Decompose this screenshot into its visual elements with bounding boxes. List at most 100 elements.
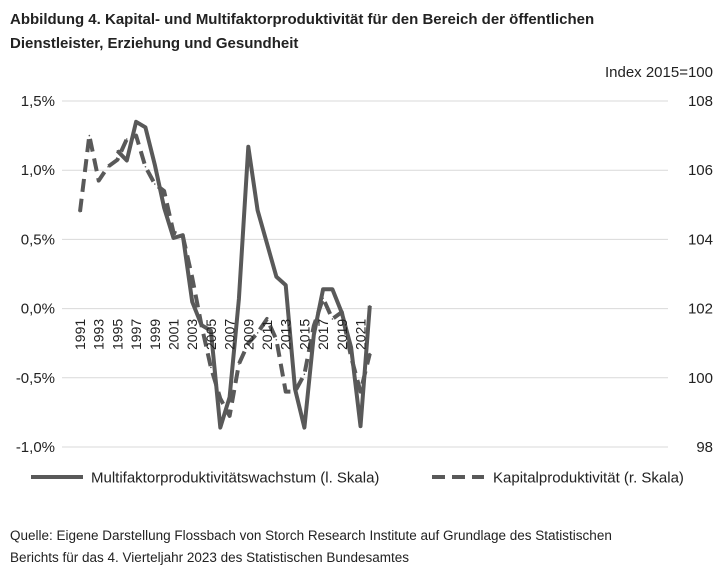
right-tick-label: 102	[688, 301, 713, 318]
x-tick-label: 2001	[166, 319, 182, 350]
data-point-kapital	[107, 165, 109, 168]
source-line-2: Berichts für das 4. Vierteljahr 2023 des…	[10, 550, 409, 565]
data-point-kapital	[79, 210, 81, 213]
left-tick-label: -0,5%	[16, 370, 55, 387]
data-point-multifaktor	[256, 209, 259, 212]
source-note: Quelle: Eigene Darstellung Flossbach von…	[10, 525, 710, 569]
data-point-kapital	[284, 390, 287, 393]
data-point-multifaktor	[210, 329, 212, 332]
data-point-kapital	[219, 397, 222, 400]
data-point-multifaktor	[154, 163, 156, 166]
data-point-kapital	[303, 373, 306, 376]
right-tick-label: 108	[688, 93, 713, 110]
series-line-multifaktorproduktivitaet	[115, 119, 372, 430]
data-point-kapital	[154, 183, 156, 185]
right-tick-label: 100	[688, 370, 713, 387]
x-tick-label: 2005	[203, 319, 219, 350]
data-point-kapital	[266, 318, 268, 320]
data-point-multifaktor	[116, 150, 119, 152]
data-point-kapital	[172, 231, 175, 234]
data-point-kapital	[163, 190, 165, 192]
data-point-kapital	[322, 297, 324, 300]
chart-title-line-1: Abbildung 4. Kapital- und Multifaktorpro…	[10, 11, 595, 28]
data-point-multifaktor	[369, 305, 371, 307]
data-point-kapital	[350, 356, 352, 358]
x-tick-label: 2009	[240, 319, 256, 350]
x-tick-label: 2007	[222, 319, 238, 350]
x-tick-label: 2017	[315, 319, 331, 350]
data-point-multifaktor	[303, 426, 306, 429]
gridlines	[62, 100, 668, 448]
data-point-kapital	[369, 352, 371, 355]
data-point-kapital	[144, 165, 147, 168]
x-tick-label: 1999	[147, 319, 163, 350]
x-axis-tick-labels: 1991 1993 1995 1997 1999 2001 2003 2005 2007 2009…	[72, 319, 369, 350]
data-point-kapital	[275, 338, 278, 341]
chart-title-line-2: Dienstleister, Erziehung und Gesundheit	[10, 35, 299, 52]
data-point-kapital	[331, 318, 334, 320]
data-point-multifaktor	[331, 288, 334, 291]
series-lines	[78, 119, 372, 430]
x-tick-label: 2013	[278, 319, 294, 350]
left-tick-label: 0,0%	[21, 301, 55, 318]
data-point-multifaktor	[284, 284, 287, 286]
data-point-kapital	[182, 235, 184, 237]
x-tick-label: 2003	[184, 319, 200, 350]
data-point-multifaktor	[125, 159, 128, 162]
data-point-kapital	[238, 363, 240, 365]
legend-label-kapital: Kapitalproduktivität (r. Skala)	[493, 470, 684, 487]
data-point-kapital	[125, 138, 128, 140]
left-tick-label: 0,5%	[21, 231, 55, 248]
data-point-kapital	[247, 342, 250, 345]
data-point-multifaktor	[266, 242, 268, 245]
x-tick-label: 2015	[296, 319, 312, 350]
right-tick-label: 104	[688, 231, 713, 248]
data-point-kapital	[312, 325, 315, 327]
data-point-kapital	[116, 159, 119, 161]
data-point-multifaktor	[359, 425, 362, 428]
data-point-kapital	[88, 134, 91, 137]
data-point-kapital	[228, 415, 231, 417]
x-tick-label: 1997	[128, 319, 144, 350]
series-line-kapitalproduktivitaet	[78, 133, 372, 418]
x-tick-label: 1991	[72, 319, 88, 350]
data-point-multifaktor	[191, 300, 193, 303]
right-tick-label: 106	[688, 162, 713, 179]
data-point-kapital	[294, 390, 296, 393]
data-point-kapital	[341, 311, 343, 313]
data-point-multifaktor	[228, 396, 231, 398]
left-tick-label: -1,0%	[16, 439, 55, 456]
data-point-multifaktor	[275, 275, 278, 278]
x-tick-label: 1993	[91, 319, 107, 350]
right-y-axis: Index 2015=100 98 100 102 104 106 108	[605, 64, 713, 456]
x-tick-label: 1995	[109, 319, 125, 350]
data-point-multifaktor	[238, 298, 240, 300]
data-point-kapital	[200, 325, 203, 327]
data-point-kapital	[359, 390, 362, 393]
data-point-multifaktor	[135, 120, 137, 123]
data-point-multifaktor	[144, 126, 147, 129]
right-tick-label: 98	[696, 439, 713, 456]
data-point-kapital	[191, 276, 193, 279]
x-tick-label: 2021	[353, 319, 369, 350]
data-point-multifaktor	[322, 288, 324, 291]
data-point-multifaktor	[172, 237, 175, 239]
x-tick-label: 2011	[259, 320, 275, 350]
data-point-kapital	[210, 366, 212, 369]
source-line-1: Quelle: Eigene Darstellung Flossbach von…	[10, 528, 612, 543]
left-tick-label: 1,5%	[21, 93, 55, 110]
data-point-multifaktor	[163, 206, 165, 209]
legend: Multifaktorproduktivitätswachstum (l. Sk…	[31, 470, 684, 487]
chart-title: Abbildung 4. Kapital- und Multifaktorpro…	[10, 8, 710, 56]
x-tick-label: 2019	[334, 319, 350, 350]
data-point-multifaktor	[219, 426, 222, 429]
data-point-kapital	[97, 179, 100, 182]
data-point-kapital	[256, 332, 259, 334]
legend-label-multifaktor: Multifaktorproduktivitätswachstum (l. Sk…	[91, 470, 379, 487]
right-axis-unit-label: Index 2015=100	[605, 64, 713, 81]
data-point-kapital	[135, 134, 137, 137]
data-point-multifaktor	[312, 334, 315, 336]
left-y-axis: -1,0% -0,5% 0,0% 0,5% 1,0% 1,5%	[16, 93, 55, 456]
data-point-multifaktor	[247, 145, 250, 148]
